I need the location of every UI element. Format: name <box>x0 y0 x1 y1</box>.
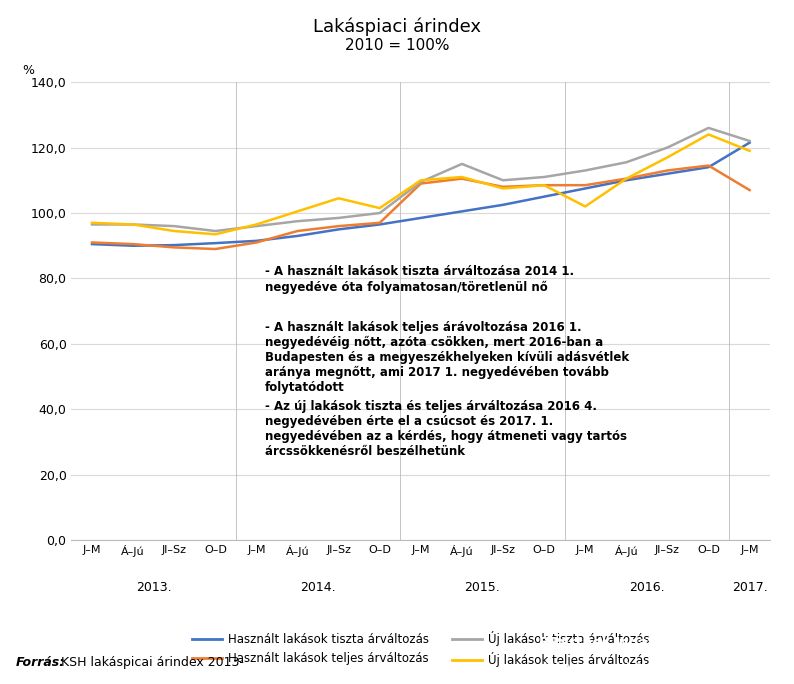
Text: - A használt lakások tiszta árváltozása 2014 1.
negyedéve óta folyamatosan/töret: - A használt lakások tiszta árváltozása … <box>264 265 574 293</box>
Text: - A használt lakások teljes árávoltozása 2016 1.
negyedévéig nőtt, azóta csökken: - A használt lakások teljes árávoltozása… <box>264 321 629 395</box>
Text: Lakáspiaci árindex: Lakáspiaci árindex <box>313 17 481 36</box>
Text: 2013.: 2013. <box>136 581 172 594</box>
Text: - Az új lakások tiszta és teljes árváltozása 2016 4.
negyedévében érte el a csúc: - Az új lakások tiszta és teljes árválto… <box>264 399 626 458</box>
Text: Lakásviszonyok Magyarországon: Lakásviszonyok Magyarországon <box>544 662 730 672</box>
Text: 2014.: 2014. <box>300 581 336 594</box>
Text: KSH lakáspicai árindex 2013-: KSH lakáspicai árindex 2013- <box>57 656 244 669</box>
Text: %: % <box>22 64 35 77</box>
Text: 2015.: 2015. <box>464 581 500 594</box>
Text: Forrás:: Forrás: <box>16 656 65 669</box>
Text: 2010 = 100%: 2010 = 100% <box>345 38 449 53</box>
Text: 2017.: 2017. <box>732 581 768 594</box>
Text: BPartner Ingatlanműhely: BPartner Ingatlanműhely <box>539 635 735 650</box>
Legend: Használt lakások tiszta árváltozás, Használt lakások teljes árváltozás, Új lakás: Használt lakások tiszta árváltozás, Hasz… <box>187 627 654 672</box>
Text: 2016.: 2016. <box>629 581 665 594</box>
